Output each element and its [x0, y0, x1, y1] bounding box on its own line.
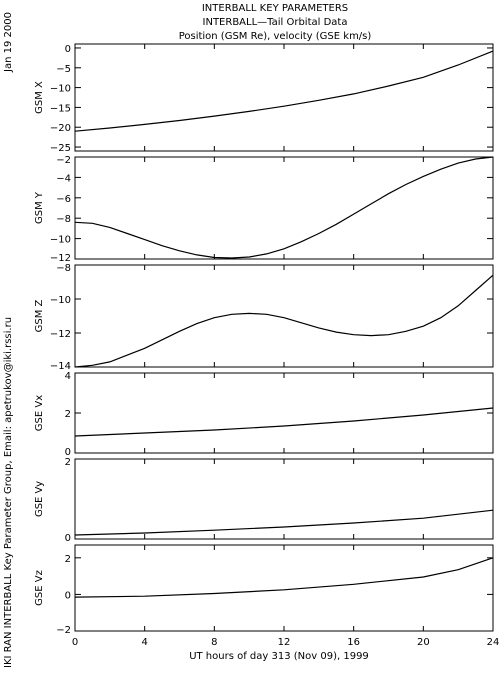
series-line-gsm-y — [74, 156, 494, 259]
y-tick-label: 0 — [65, 44, 71, 55]
series-line-gsm-z — [74, 274, 494, 368]
y-tick-label: −10 — [50, 295, 71, 306]
y-tick-label: −10 — [50, 235, 71, 246]
y-tick-label: −14 — [50, 361, 71, 372]
y-tick-label: 0 — [65, 590, 71, 601]
series-line-gsm-x — [74, 50, 494, 132]
y-tick-label: −8 — [56, 214, 71, 225]
y-tick-label: −4 — [56, 173, 71, 184]
y-tick-label: −15 — [50, 103, 71, 114]
x-tick-label: 4 — [141, 637, 147, 648]
y-tick-label: 2 — [65, 409, 71, 420]
chart-units-line: Position (GSM Re), velocity (GSE km/s) — [178, 31, 372, 42]
y-axis-title-gsm-z: GSM Z — [34, 299, 45, 332]
x-tick-label: 16 — [347, 637, 360, 648]
y-tick-label: 4 — [65, 371, 71, 382]
x-tick-label: 20 — [417, 637, 430, 648]
y-tick-label: 0 — [65, 533, 71, 544]
y-tick-label: −2 — [56, 155, 71, 166]
panel-frame-gse-vz — [74, 544, 494, 632]
y-tick-label: 2 — [65, 457, 71, 468]
y-tick-label: −10 — [50, 84, 71, 95]
y-tick-label: 0 — [65, 447, 71, 458]
x-tick-label: 8 — [211, 637, 217, 648]
y-tick-label: 2 — [65, 554, 71, 565]
y-tick-label: −20 — [50, 123, 71, 134]
series-line-gse-vx — [74, 407, 494, 437]
x-tick-label: 12 — [278, 637, 291, 648]
y-tick-label: −6 — [56, 194, 71, 205]
chart-title: INTERBALL KEY PARAMETERS — [201, 3, 349, 14]
x-tick-label: 24 — [487, 637, 500, 648]
y-tick-label: −25 — [50, 143, 71, 154]
x-axis-title: UT hours of day 313 (Nov 09), 1999 — [189, 651, 369, 662]
y-axis-title-gse-vy: GSE Vy — [34, 481, 45, 517]
y-axis-title-gsm-x: GSM X — [34, 81, 45, 114]
y-tick-label: −8 — [56, 263, 71, 274]
y-tick-label: −12 — [50, 253, 71, 264]
x-tick-label: 0 — [72, 637, 78, 648]
panel-frame-gsm-z — [74, 264, 494, 368]
panel-frame-gsm-y — [74, 156, 494, 260]
panel-frame-gse-vx — [74, 372, 494, 454]
series-line-gse-vy — [74, 509, 494, 536]
series-line-gse-vz — [74, 557, 494, 598]
y-axis-title-gse-vz: GSE Vz — [34, 570, 45, 606]
y-tick-label: −5 — [56, 64, 71, 75]
y-axis-title-gsm-y: GSM Y — [34, 191, 45, 224]
y-axis-title-gse-vx: GSE Vx — [34, 395, 45, 431]
y-tick-label: −2 — [56, 625, 71, 636]
y-tick-label: −12 — [50, 329, 71, 340]
panel-frame-gsm-x — [74, 43, 494, 152]
chart-subtitle: INTERBALL—Tail Orbital Data — [202, 17, 348, 28]
